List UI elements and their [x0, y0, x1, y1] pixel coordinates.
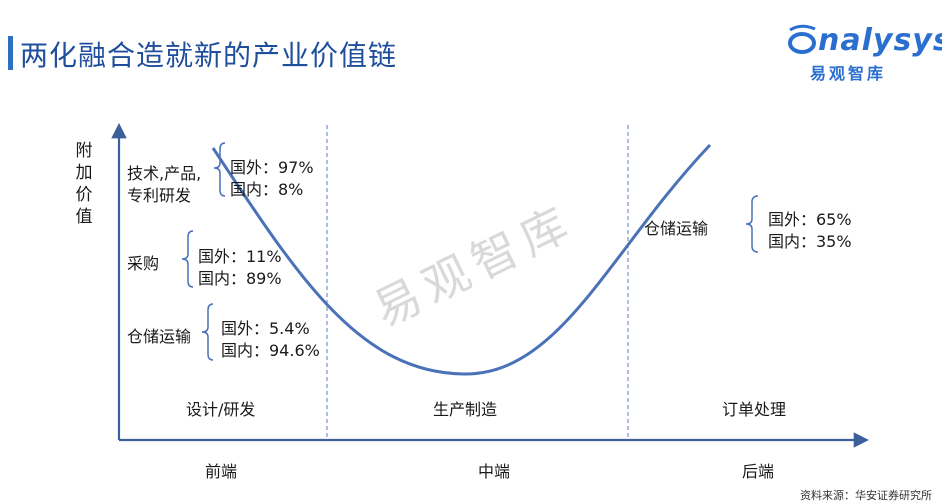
phase-design: 设计/研发 — [186, 400, 256, 419]
warehouse-right-label: 仓储运输 — [644, 219, 709, 238]
warehouse-right-foreign: 国外：65% — [768, 210, 852, 229]
logo-wordmark: nalysys — [818, 23, 942, 58]
source-note: 资料来源：华安证券研究所 — [800, 489, 932, 502]
logo-swoosh-icon — [788, 24, 816, 54]
purchase-domestic: 国内：89% — [198, 269, 282, 288]
phase-order: 订单处理 — [722, 400, 787, 419]
logo-subtitle: 易观智库 — [810, 64, 887, 83]
y-axis-label-char: 加 — [75, 163, 93, 183]
x-tick-front: 前端 — [205, 462, 238, 481]
warehouse-left-foreign: 国外：5.4% — [221, 319, 310, 338]
smile-curve — [211, 143, 712, 376]
y-axis-label: 附 加 价 值 — [74, 140, 94, 228]
y-axis-label-char: 附 — [75, 141, 93, 161]
rnd-label-line1: 技术,产品, — [127, 164, 202, 183]
bracket-warehouse-left — [201, 303, 214, 361]
y-axis-label-char: 值 — [75, 207, 93, 227]
phase-manufacturing: 生产制造 — [433, 400, 498, 419]
y-axis-label-char: 价 — [75, 185, 93, 205]
bracket-purchase — [181, 230, 194, 288]
rnd-label-line2: 专利研发 — [127, 186, 192, 205]
warehouse-left-label: 仓储运输 — [127, 327, 192, 346]
warehouse-left-domestic: 国内：94.6% — [221, 341, 320, 360]
warehouse-right-domestic: 国内：35% — [768, 232, 852, 251]
title-accent-bar — [8, 36, 13, 70]
x-tick-middle: 中端 — [478, 462, 511, 481]
x-tick-back: 后端 — [742, 462, 775, 481]
purchase-label: 采购 — [127, 254, 160, 273]
bracket-warehouse-right — [745, 195, 759, 253]
rnd-domestic: 国内：8% — [230, 180, 304, 199]
rnd-foreign: 国外：97% — [230, 158, 314, 177]
purchase-foreign: 国外：11% — [198, 247, 282, 266]
page-title: 两化融合造就新的产业价值链 — [20, 39, 398, 72]
bracket-rnd — [213, 142, 226, 197]
